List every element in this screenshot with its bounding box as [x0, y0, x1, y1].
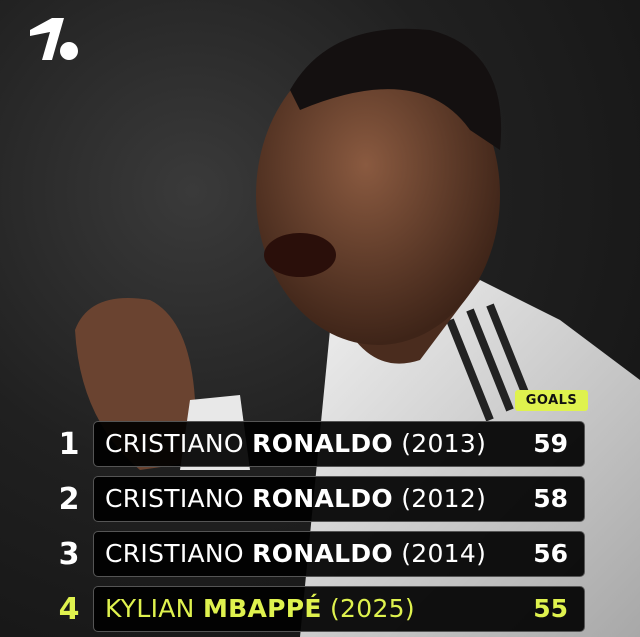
season-year: (2014) [401, 539, 487, 568]
goals-column-badge: GOALS [515, 390, 588, 411]
last-name: MBAPPÉ [202, 594, 322, 623]
player-name: CRISTIANO RONALDO (2012) [105, 477, 486, 521]
last-name: RONALDO [252, 539, 393, 568]
first-name: CRISTIANO [105, 539, 244, 568]
rank-number: 1 [58, 427, 80, 462]
season-year: (2013) [401, 429, 487, 458]
table-row: CRISTIANO RONALDO (2014) 56 [93, 531, 585, 577]
rank-number: 4 [58, 592, 80, 627]
brand-logo [30, 18, 78, 60]
goals-value: 59 [533, 429, 568, 458]
rank-number: 2 [58, 482, 80, 517]
table-row: CRISTIANO RONALDO (2012) 58 [93, 476, 585, 522]
last-name: RONALDO [252, 484, 393, 513]
first-name: CRISTIANO [105, 429, 244, 458]
last-name: RONALDO [252, 429, 393, 458]
goals-value: 55 [533, 594, 568, 623]
season-year: (2025) [330, 594, 415, 623]
player-name: CRISTIANO RONALDO (2013) [105, 422, 486, 466]
table-row: CRISTIANO RONALDO (2013) 59 [93, 421, 585, 467]
player-name: CRISTIANO RONALDO (2014) [105, 532, 486, 576]
first-name: CRISTIANO [105, 484, 244, 513]
player-name: KYLIAN MBAPPÉ (2025) [105, 587, 415, 631]
rank-number: 3 [58, 537, 80, 572]
season-year: (2012) [401, 484, 487, 513]
goals-value: 56 [533, 539, 568, 568]
table-row: KYLIAN MBAPPÉ (2025) 55 [93, 586, 585, 632]
first-name: KYLIAN [105, 594, 195, 623]
goals-value: 58 [533, 484, 568, 513]
